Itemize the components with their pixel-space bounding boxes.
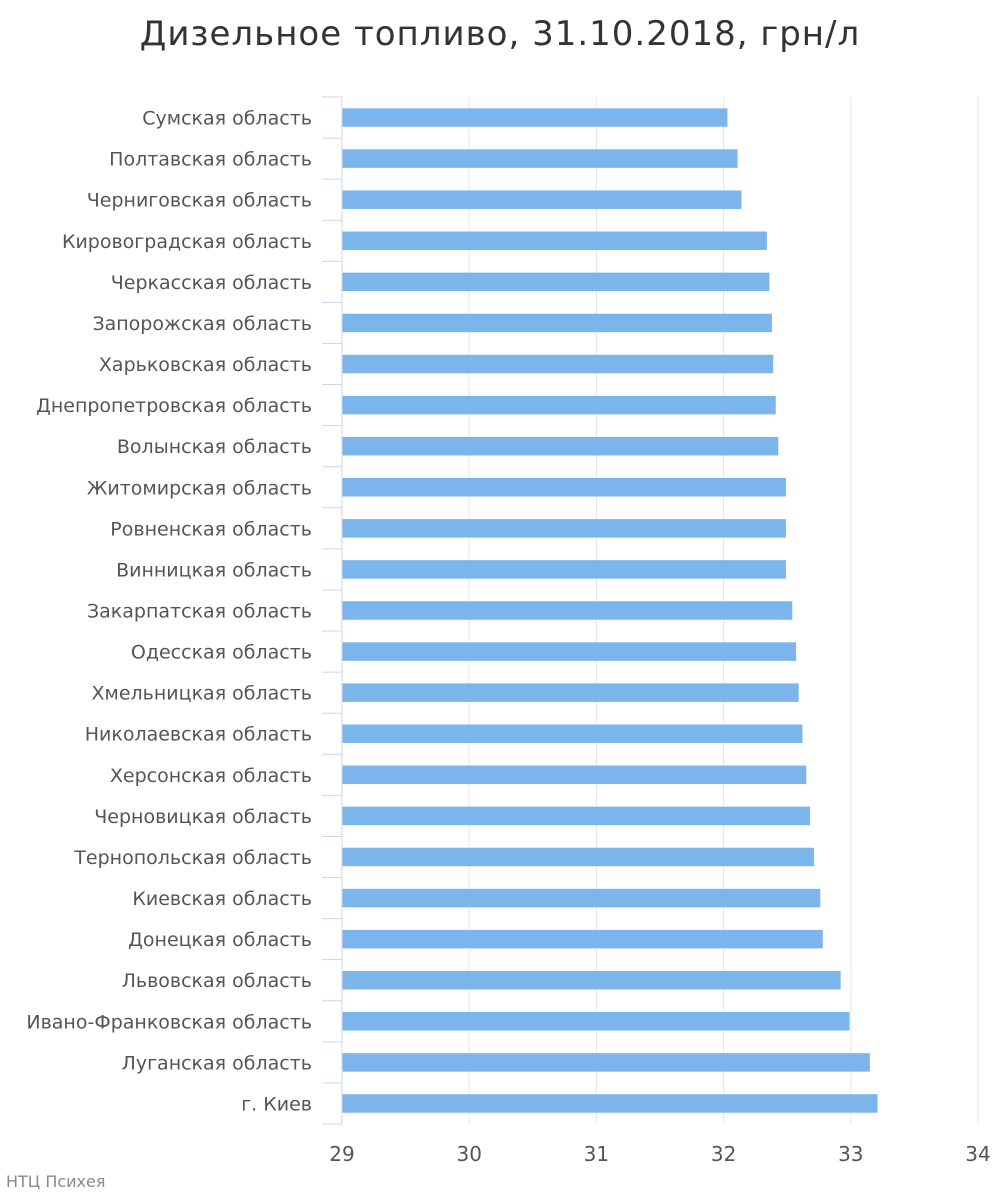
category-label: Черновицкая область bbox=[94, 806, 312, 828]
category-label: Харьковская область bbox=[99, 354, 312, 376]
category-label: Киевская область bbox=[132, 888, 312, 910]
category-label: Одесская область bbox=[131, 642, 312, 664]
chart-title: Дизельное топливо, 31.10.2018, грн/л bbox=[139, 14, 861, 54]
bar bbox=[342, 888, 821, 908]
bar bbox=[342, 560, 786, 579]
category-label: Донецкая область bbox=[128, 929, 312, 951]
bar bbox=[342, 272, 770, 292]
bar bbox=[342, 683, 799, 702]
category-labels: Сумская область Полтавская область Черниго… bbox=[26, 108, 312, 1116]
category-label: Житомирская область bbox=[87, 477, 312, 499]
category-label: Хмельницкая область bbox=[91, 683, 312, 705]
category-label: Днепропетровская область bbox=[36, 395, 312, 417]
category-label: Черниговская область bbox=[87, 190, 312, 212]
bar bbox=[342, 354, 774, 374]
category-label: Волынская область bbox=[117, 436, 312, 458]
x-tick-label: 32 bbox=[711, 1142, 736, 1166]
x-tick-label: 29 bbox=[329, 1142, 354, 1166]
bar bbox=[342, 395, 776, 415]
bar bbox=[342, 478, 786, 497]
x-tick-labels: 29 30 31 32 33 34 bbox=[329, 1142, 990, 1166]
category-label: Черкасская область bbox=[111, 272, 312, 294]
category-label: Полтавская область bbox=[109, 149, 312, 171]
bar bbox=[342, 601, 793, 620]
bar bbox=[342, 806, 811, 826]
bar bbox=[342, 519, 786, 538]
bar bbox=[342, 436, 779, 456]
category-label: Закарпатская область bbox=[87, 601, 312, 623]
bar bbox=[342, 724, 803, 743]
bar bbox=[342, 313, 772, 333]
category-label: Винницкая область bbox=[116, 559, 312, 581]
credit-text: НТЦ Психея bbox=[6, 1172, 106, 1191]
bar bbox=[342, 108, 728, 127]
category-label: г. Киев bbox=[241, 1093, 312, 1115]
category-label: Тернопольская область bbox=[73, 847, 312, 869]
category-label: Николаевская область bbox=[85, 724, 312, 746]
category-label: Сумская область bbox=[142, 108, 312, 130]
bar bbox=[342, 231, 767, 251]
bars-layer bbox=[342, 108, 878, 1113]
category-label: Херсонская область bbox=[110, 765, 312, 787]
category-label: Львовская область bbox=[122, 970, 312, 992]
x-tick-label: 33 bbox=[838, 1142, 863, 1166]
category-label: Луганская область bbox=[122, 1052, 312, 1074]
bar bbox=[342, 765, 807, 785]
category-label: Ивано-Франковская область bbox=[26, 1011, 312, 1033]
bar bbox=[342, 1012, 850, 1031]
bar bbox=[342, 970, 841, 990]
bar bbox=[342, 642, 797, 661]
bar bbox=[342, 847, 814, 867]
category-label: Кировоградская область bbox=[62, 231, 312, 253]
bar bbox=[342, 1094, 878, 1113]
bar bbox=[342, 929, 823, 949]
x-tick-label: 34 bbox=[965, 1142, 990, 1166]
bar bbox=[342, 149, 738, 168]
category-label: Запорожская область bbox=[92, 313, 312, 335]
x-tick-label: 31 bbox=[584, 1142, 609, 1166]
axis-layer bbox=[322, 96, 343, 1125]
bar bbox=[342, 190, 742, 209]
bar bbox=[342, 1053, 870, 1072]
x-tick-label: 30 bbox=[456, 1142, 481, 1166]
category-label: Ровненская область bbox=[110, 518, 312, 540]
